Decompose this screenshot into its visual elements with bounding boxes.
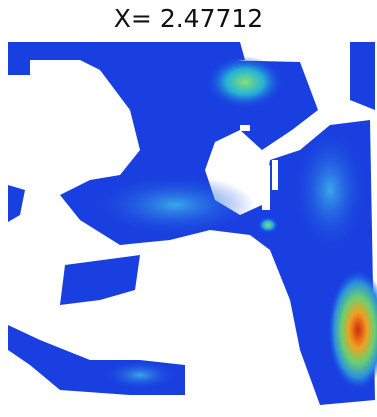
region <box>350 42 375 110</box>
hot-spot <box>328 270 377 390</box>
warm-spot <box>95 175 255 235</box>
warm-spot <box>105 361 175 389</box>
gap <box>262 165 270 210</box>
frame-title: X= 2.47712 <box>113 4 264 33</box>
gap <box>240 125 250 131</box>
region <box>185 42 245 62</box>
region <box>8 185 25 222</box>
region <box>60 255 140 305</box>
gap <box>272 160 278 190</box>
warm-spot <box>258 217 278 233</box>
gaps <box>240 125 278 210</box>
hot-spot <box>207 56 283 108</box>
warm-spot <box>295 130 365 250</box>
